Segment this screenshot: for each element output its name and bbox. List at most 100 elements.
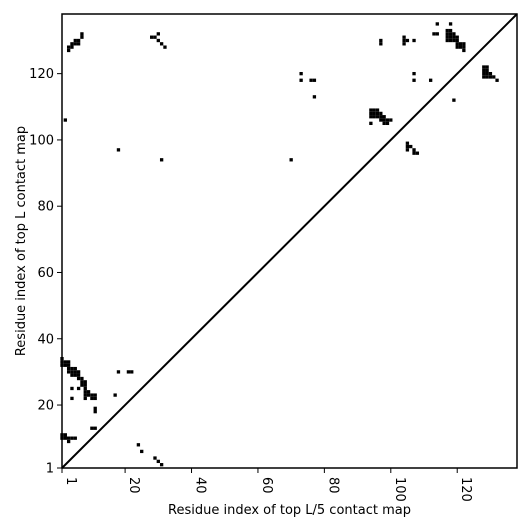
contact-cell-l (462, 48, 466, 53)
contact-cell-l (412, 151, 416, 155)
contact-cell-l (495, 78, 499, 82)
contact-cell-l (488, 71, 493, 76)
contact-cell-l (448, 32, 453, 36)
contact-cell-l (379, 42, 383, 46)
contact-cell-l (405, 38, 410, 43)
contact-cell-l (289, 158, 293, 162)
contact-cell-l (379, 115, 383, 119)
plot-frame (61, 13, 518, 469)
contact-cell-l (63, 363, 67, 367)
contact-cell-l (372, 115, 376, 119)
contact-cell-l5 (140, 449, 144, 454)
contact-cell-l (66, 360, 71, 364)
contact-cell-l (482, 75, 486, 79)
contact-cell-l (156, 38, 160, 43)
contact-cell-l (462, 45, 466, 49)
contact-cell-l (445, 28, 449, 33)
x-tick-label: 40 (193, 477, 208, 494)
contact-cell-l (86, 390, 91, 394)
contact-cell-l (312, 95, 317, 99)
contact-cell-l5 (156, 459, 160, 464)
x-tick-label: 100 (392, 477, 407, 502)
contact-cell-l (80, 383, 84, 387)
contact-cell-l (412, 78, 416, 82)
contact-cell-l (312, 78, 317, 82)
y-tick-label: 1 (46, 462, 54, 477)
contact-cell-l (488, 75, 493, 79)
y-tick-label: 120 (29, 67, 54, 82)
contact-cell-l (73, 370, 77, 374)
y-tick-label: 80 (37, 200, 54, 215)
contact-cell-l (159, 42, 164, 46)
contact-cell-l5 (136, 443, 141, 447)
contact-cell-l (369, 108, 373, 112)
contact-cell-l (299, 71, 303, 76)
contact-cell-l (485, 75, 489, 79)
contact-cell-l (66, 366, 71, 371)
contact-cell-l (445, 32, 449, 36)
contact-cell-l (405, 144, 410, 149)
diagonal-line (61, 13, 518, 469)
contact-cell-l (379, 118, 383, 122)
contact-cell-l (448, 38, 453, 43)
contact-cell-l (63, 360, 67, 364)
contact-cell-l (375, 115, 380, 119)
contact-cell-l (76, 376, 81, 381)
contact-cell-l (73, 373, 77, 377)
contact-cell-l5 (73, 436, 77, 440)
contact-cell-l (485, 71, 489, 76)
contact-cell-l (76, 370, 81, 374)
y-tick-label: 100 (29, 133, 54, 148)
contact-cell-l (70, 42, 74, 46)
contact-cell-l (150, 35, 154, 39)
contact-cell-l (70, 370, 74, 374)
contact-cell-l (93, 410, 97, 414)
contact-cell-l (76, 38, 81, 43)
contact-cell-l (116, 148, 121, 152)
contact-cell-l (83, 380, 87, 384)
contact-cell-l (452, 35, 456, 39)
y-tick-label: 40 (37, 332, 54, 347)
contact-cell-l (382, 121, 386, 126)
contact-cell-l (369, 111, 373, 116)
contact-cell-l5 (159, 463, 164, 467)
contact-cell-l (379, 111, 383, 116)
contact-cell-l (369, 115, 373, 119)
contact-cell-l (83, 386, 87, 391)
contact-cell-l (435, 32, 439, 36)
contact-cell-l (113, 393, 117, 397)
contact-cell-l (66, 48, 71, 53)
contact-cell-l (462, 42, 466, 46)
contact-cell-l (455, 35, 459, 39)
contact-cell-l (93, 396, 97, 401)
contact-cell-l (485, 68, 489, 72)
contact-cell-l (80, 376, 84, 381)
contact-cell-l5 (66, 439, 71, 444)
contact-cell-l (455, 42, 459, 46)
contact-cell-l (482, 65, 486, 69)
contact-cell-l (66, 363, 71, 367)
contact-cell-l (70, 396, 74, 401)
contact-cell-l5 (63, 436, 67, 440)
contact-cell-l (93, 393, 97, 397)
contact-cell-l (80, 35, 84, 39)
contact-cell-l (63, 118, 67, 122)
contact-cell-l (382, 115, 386, 119)
contact-cell-l (76, 42, 81, 46)
contact-cell-l (83, 390, 87, 394)
contact-cell-l (485, 65, 489, 69)
contact-cell-l (86, 393, 91, 397)
x-tick-label: 1 (63, 477, 78, 485)
contact-cell-l (405, 148, 410, 152)
contact-cell-l (73, 366, 77, 371)
contact-cell-l (90, 396, 94, 401)
contact-cell-l (482, 71, 486, 76)
contact-cell-l (412, 71, 416, 76)
contact-cell-l (455, 45, 459, 49)
contact-cell-l (156, 32, 160, 36)
contact-cell-l (452, 38, 456, 43)
contact-cell-l (83, 396, 87, 401)
contact-cell-l (309, 78, 313, 82)
contact-cell-l (163, 45, 167, 49)
